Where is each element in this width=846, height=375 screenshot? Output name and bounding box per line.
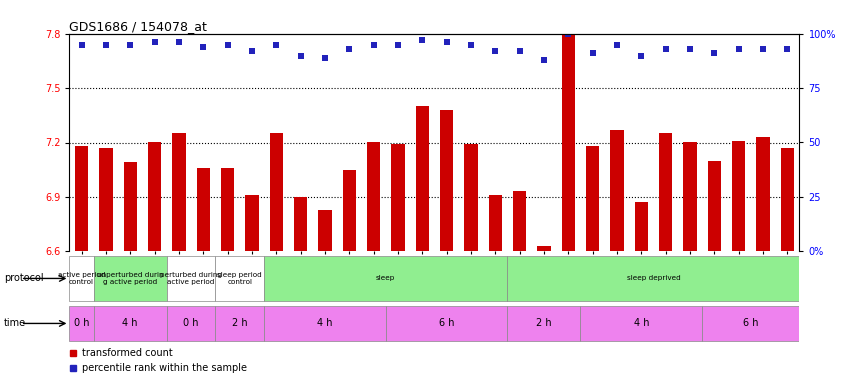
Bar [294,197,307,251]
Bar [702,306,799,341]
Bar [216,306,264,341]
Bar [221,168,234,251]
Text: 4 h: 4 h [317,318,332,328]
Bar [464,144,478,251]
Bar [148,142,162,251]
Bar [343,170,356,251]
Bar [508,256,799,301]
Text: 2 h: 2 h [536,318,552,328]
Bar [216,256,264,301]
Bar [173,134,185,251]
Bar [124,162,137,251]
Bar [196,168,210,251]
Bar [270,134,283,251]
Text: transformed count: transformed count [81,348,173,358]
Bar [415,106,429,251]
Bar [537,246,551,251]
Bar [562,34,575,251]
Bar [318,210,332,251]
Bar [99,148,113,251]
Text: 6 h: 6 h [743,318,759,328]
Text: 4 h: 4 h [634,318,649,328]
Bar [391,144,404,251]
Bar [74,146,88,251]
Bar [659,134,673,251]
Bar [264,256,508,301]
Bar [69,306,94,341]
Text: 2 h: 2 h [232,318,248,328]
Bar [94,306,167,341]
Text: sleep deprived: sleep deprived [627,275,680,281]
Text: percentile rank within the sample: percentile rank within the sample [81,363,246,374]
Text: active period
control: active period control [58,272,105,285]
Bar [386,306,508,341]
Bar [489,195,502,251]
Bar [732,141,745,251]
Bar [684,142,696,251]
Bar [508,306,580,341]
Bar [781,148,794,251]
Text: 6 h: 6 h [439,318,454,328]
Text: protocol: protocol [4,273,44,284]
Text: sleep period
control: sleep period control [217,272,262,285]
Text: 4 h: 4 h [123,318,138,328]
Bar [756,137,770,251]
Text: 0 h: 0 h [184,318,199,328]
Text: time: time [4,318,26,328]
Bar [634,202,648,251]
Bar [264,306,386,341]
Bar [167,306,216,341]
Text: unperturbed durin
g active period: unperturbed durin g active period [97,272,163,285]
Bar [94,256,167,301]
Bar [367,142,380,251]
Text: sleep: sleep [376,275,395,281]
Bar [610,130,624,251]
Text: perturbed during
active period: perturbed during active period [160,272,222,285]
Text: 0 h: 0 h [74,318,90,328]
Bar [513,191,526,251]
Bar [69,256,94,301]
Bar [707,160,721,251]
Bar [586,146,599,251]
Bar [580,306,702,341]
Bar [245,195,259,251]
Text: GDS1686 / 154078_at: GDS1686 / 154078_at [69,20,207,33]
Bar [167,256,216,301]
Bar [440,110,453,251]
